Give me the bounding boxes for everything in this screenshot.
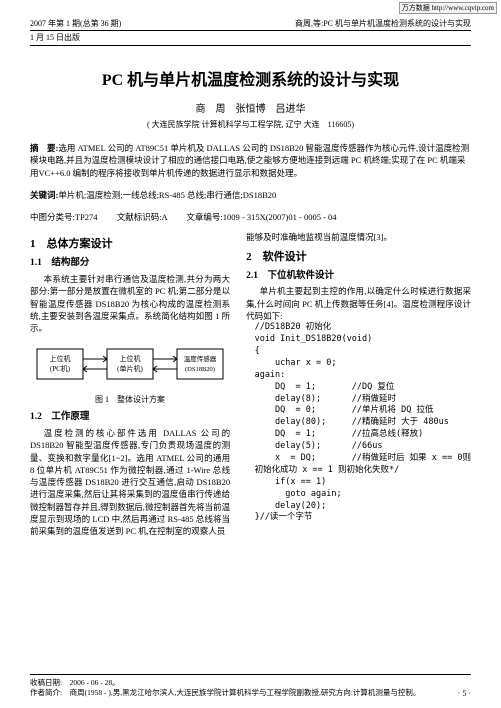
para-cont: 能够及时准确地监视当前温度情况[3]。 — [246, 231, 471, 243]
section-1-1-heading: 1.1 结构部分 — [30, 257, 230, 271]
abstract-label: 摘 要: — [30, 143, 58, 153]
code-line: delay(8); //稍做延时 — [255, 394, 471, 406]
section-1-2-heading: 1.2 工作原理 — [30, 411, 230, 425]
svg-text:(DS18B20): (DS18B20) — [185, 366, 215, 373]
svg-text:(单片机): (单片机) — [117, 364, 143, 373]
code-line: delay(80); //精确延时 大于 480us — [255, 417, 471, 429]
authors: 商 周 张恒博 吕进华 — [30, 100, 471, 115]
code-line: again: — [255, 370, 471, 382]
section-2-1-heading: 2.1 下位机软件设计 — [246, 270, 471, 284]
svg-text:上位机: 上位机 — [120, 354, 141, 363]
para-2-1: 单片机主要起到主控的作用,以确定什么时候进行数据采集,什么时间向 PC 机上传数… — [246, 285, 471, 322]
para-1-1: 本系统主要针对串行通信及温度检测,共分为两大部分:第一部分是放置在微机室的 PC… — [30, 273, 230, 335]
svg-text:温度传感器: 温度传感器 — [184, 354, 217, 363]
header-pubdate: 1 月 15 日出版 — [30, 32, 471, 46]
paper-title: PC 机与单片机温度检测系统的设计与实现 — [30, 66, 471, 90]
right-column: 能够及时准确地监视当前温度情况[3]。 2 软件设计 2.1 下位机软件设计 单… — [246, 231, 471, 537]
code-line: x = DQ; //稍做延时后 如果 x == 0则 — [255, 453, 471, 465]
code-line: delay(20); — [255, 501, 471, 513]
page-header: 2007 年第 1 期(总第 36 期) 商周,等:PC 机与单片机温度检测系统… — [30, 18, 471, 31]
article-id: 文章编号:1009 - 315X(2007)01 - 0005 - 04 — [186, 212, 336, 222]
code-line: { — [255, 346, 471, 358]
header-running-title: 商周,等:PC 机与单片机温度检测系统的设计与实现 — [295, 18, 471, 29]
code-line: if(x == 1) — [255, 477, 471, 489]
keywords: 关键词:单片机;温度检测;一线总线;RS-485 总线;串行通信;DS18B20 — [30, 189, 471, 201]
code-line: 初始化成功 x == 1 则初始化失败*/ — [255, 465, 471, 477]
body-columns: 1 总体方案设计 1.1 结构部分 本系统主要针对串行通信及温度检测,共分为两大… — [30, 231, 471, 537]
footer-block: 收稿日期: 2006 - 06 - 28。 作者简介: 商周(1958 - ),… — [30, 674, 471, 698]
svg-text:上位机: 上位机 — [50, 354, 71, 363]
code-line: delay(5); //66us — [255, 441, 471, 453]
header-issue: 2007 年第 1 期(总第 36 期) — [30, 18, 121, 29]
left-column: 1 总体方案设计 1.1 结构部分 本系统主要针对串行通信及温度检测,共分为两大… — [30, 231, 230, 537]
code-listing: //DS18B20 初始化void Init_DS18B20(void){ uc… — [255, 322, 471, 524]
code-line: uchar x = 0; — [255, 358, 471, 370]
section-1-heading: 1 总体方案设计 — [30, 237, 230, 253]
para-1-2: 温度检测的核心部件选用 DALLAS 公司的 DS18B20 智能型温度传感器,… — [30, 427, 230, 538]
cls-number: 中图分类号:TP274 — [30, 212, 98, 222]
section-2-heading: 2 软件设计 — [246, 250, 471, 266]
svg-text:(PC机): (PC机) — [50, 364, 71, 373]
source-url: 万方数据 http://www.cqvip.com — [399, 2, 497, 14]
code-line: DQ = 1; //拉高总线(释放) — [255, 429, 471, 441]
figure-1: 上位机 (PC机) 上位机 (单片机) 温度传感器 (DS18B20) 图 1 … — [30, 341, 230, 406]
code-line: }//读一个字节 — [255, 512, 471, 524]
abstract-text: 选用 ATMEL 公司的 AT89C51 单片机及 DALLAS 公司的 DS1… — [30, 143, 469, 178]
code-line: void Init_DS18B20(void) — [255, 334, 471, 346]
classification-row: 中图分类号:TP274 文献标识码:A 文章编号:1009 - 315X(200… — [30, 211, 471, 223]
keywords-text: 单片机;温度检测;一线总线;RS-485 总线;串行通信;DS18B20 — [58, 190, 276, 200]
code-line: goto again; — [255, 489, 471, 501]
affiliation: ( 大连民族学院 计算机科学与工程学院, 辽宁 大连 116605) — [30, 119, 471, 130]
author-bio: 作者简介: 商周(1958 - ),男,黑龙江哈尔滨人,大连民族学院计算机科学与… — [30, 688, 471, 698]
code-line: //DS18B20 初始化 — [255, 322, 471, 334]
received-date: 收稿日期: 2006 - 06 - 28。 — [30, 678, 471, 688]
abstract: 摘 要:选用 ATMEL 公司的 AT89C51 单片机及 DALLAS 公司的… — [30, 142, 471, 179]
page-number: · 5 · — [458, 689, 471, 698]
figure-1-caption: 图 1 整体设计方案 — [30, 394, 230, 406]
code-line: DQ = 0; //单片机将 DQ 拉低 — [255, 405, 471, 417]
keywords-label: 关键词: — [30, 190, 58, 200]
doc-code: 文献标识码:A — [117, 212, 168, 222]
code-line: DQ = 1; //DQ 复位 — [255, 382, 471, 394]
